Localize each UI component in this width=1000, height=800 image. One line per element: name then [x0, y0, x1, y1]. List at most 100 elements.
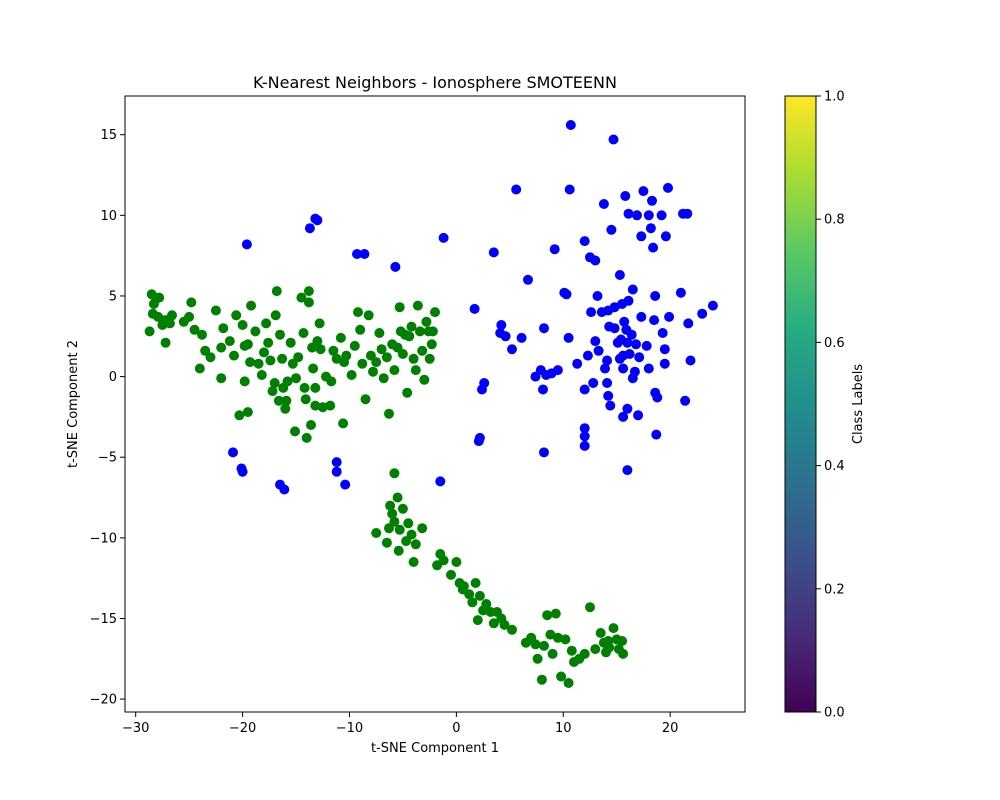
- scatter-point: [216, 373, 227, 384]
- scatter-point: [410, 539, 421, 550]
- scatter-point: [585, 602, 595, 613]
- scatter-point: [426, 339, 437, 350]
- y-tick-label: 5: [109, 289, 117, 304]
- scatter-point: [579, 431, 590, 442]
- scatter-point: [290, 426, 300, 437]
- scatter-point: [306, 420, 316, 430]
- scatter-point: [237, 320, 248, 330]
- scatter-point: [390, 261, 401, 272]
- scatter-point: [340, 479, 351, 490]
- scatter-point: [650, 291, 661, 301]
- scatter-point: [469, 303, 480, 314]
- scatter-point: [623, 295, 634, 306]
- scatter-point: [237, 466, 248, 477]
- x-axis-label: t-SNE Component 1: [371, 741, 499, 756]
- y-tick-label: −20: [90, 693, 117, 708]
- scatter-point: [424, 353, 435, 364]
- colorbar-tick-label: 1.0: [824, 90, 845, 105]
- scatter-point: [641, 340, 652, 351]
- scatter-point: [600, 363, 610, 374]
- scatter-point: [167, 310, 177, 321]
- scatter-point: [634, 352, 645, 363]
- scatter-point: [331, 457, 342, 468]
- scatter-point: [281, 395, 292, 406]
- scatter-point: [663, 182, 673, 193]
- scatter-point: [242, 339, 253, 350]
- scatter-point: [638, 186, 649, 197]
- scatter-point: [293, 352, 304, 363]
- scatter-point: [507, 624, 517, 635]
- y-tick-label: −10: [90, 531, 117, 546]
- scatter-point: [250, 326, 261, 337]
- y-tick-label: −5: [98, 451, 117, 466]
- scatter-point: [231, 310, 242, 321]
- scatter-point: [277, 353, 288, 364]
- scatter-point: [618, 648, 629, 659]
- colorbar-ticks: 0.0 0.2 0.4 0.6 0.8 1.0: [816, 90, 845, 721]
- scatter-point: [622, 337, 633, 348]
- scatter-point: [682, 208, 693, 219]
- scatter-point: [267, 386, 278, 397]
- scatter-point: [579, 440, 590, 451]
- scatter-point: [338, 418, 349, 429]
- scatter-point: [549, 244, 560, 255]
- scatter-point: [618, 363, 629, 374]
- scatter-point: [530, 371, 541, 382]
- scatter-point: [328, 345, 339, 356]
- scatter-point: [614, 353, 625, 364]
- scatter-point: [397, 503, 408, 514]
- scatter-point: [675, 287, 686, 298]
- x-tick-label: 10: [555, 721, 572, 736]
- scatter-point: [488, 618, 499, 629]
- scatter-point: [245, 357, 256, 368]
- scatter-point: [622, 465, 633, 476]
- scatter-point: [353, 307, 363, 318]
- scatter-point: [360, 394, 371, 405]
- scatter-point: [349, 340, 360, 351]
- scatter-point: [310, 382, 321, 393]
- scatter-point: [410, 365, 421, 376]
- scatter-point: [614, 270, 625, 280]
- scatter-point: [279, 484, 290, 495]
- scatter-point: [210, 305, 221, 316]
- colorbar-gradient: [784, 95, 817, 713]
- scatter-point: [511, 184, 522, 195]
- scatter-point: [507, 344, 517, 355]
- scatter-point: [582, 350, 593, 361]
- scatter-point: [387, 508, 398, 519]
- y-tick-label: 15: [100, 128, 117, 143]
- scatter-point: [308, 363, 319, 374]
- scatter-point: [325, 400, 336, 411]
- scatter-point: [622, 403, 633, 414]
- scatter-point: [602, 378, 613, 388]
- scatter-point: [477, 384, 487, 395]
- scatter-point: [368, 366, 378, 377]
- colorbar: 0.0 0.2 0.4 0.6 0.8 1.0 Class Labels: [784, 90, 866, 721]
- scatter-point: [539, 447, 549, 458]
- scatter-point: [660, 231, 671, 242]
- scatter-point: [296, 292, 307, 303]
- plot-area: −30 −20 −10 0 10 20 −20 −15 −10 −5 0 5 10 15: [90, 95, 746, 736]
- x-tick-label: −10: [336, 721, 363, 736]
- scatter-point: [617, 636, 628, 646]
- scatter-point: [303, 286, 314, 297]
- scatter-point: [389, 365, 400, 376]
- scatter-point: [579, 384, 590, 395]
- scatter-point: [626, 329, 637, 340]
- scatter-point: [412, 300, 423, 311]
- scatter-point: [633, 410, 644, 421]
- scatter-point: [205, 352, 216, 363]
- scatter-point: [408, 353, 419, 364]
- scatter-point: [659, 344, 670, 355]
- scatter-point: [389, 468, 400, 479]
- scatter-point: [394, 302, 405, 313]
- scatter-point: [393, 545, 404, 556]
- scatter-point: [636, 231, 647, 242]
- scatter-point: [312, 336, 323, 347]
- scatter-point: [273, 395, 284, 406]
- colorbar-tick-label: 0.4: [824, 459, 845, 474]
- scatter-point: [239, 376, 250, 387]
- scatter-point: [446, 569, 456, 580]
- scatter-point: [470, 578, 481, 588]
